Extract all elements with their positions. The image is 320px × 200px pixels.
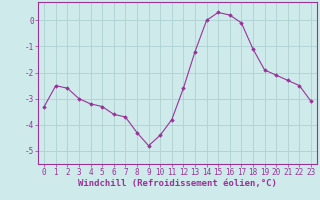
X-axis label: Windchill (Refroidissement éolien,°C): Windchill (Refroidissement éolien,°C) [78,179,277,188]
